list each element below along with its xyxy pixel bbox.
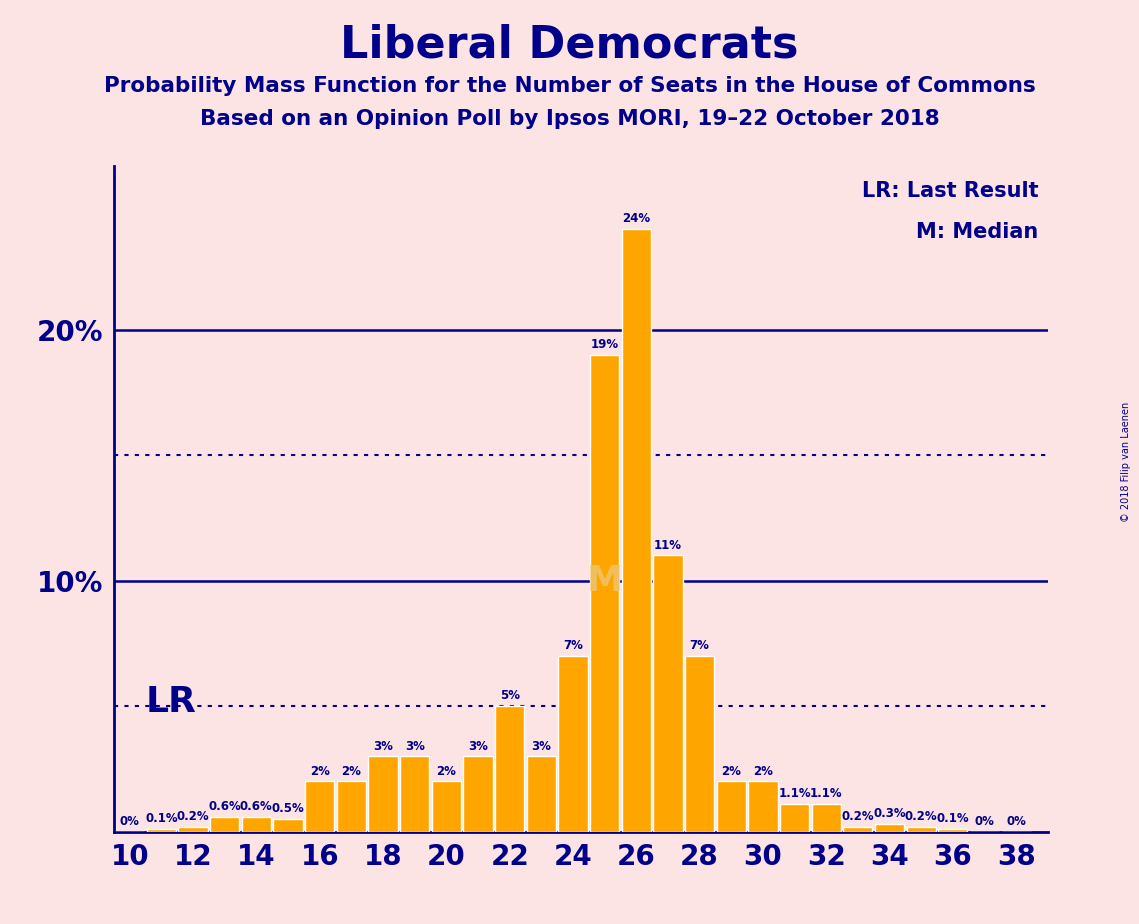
Bar [685, 656, 714, 832]
Text: 2%: 2% [342, 765, 361, 778]
Bar [812, 804, 841, 832]
Text: 2%: 2% [436, 765, 457, 778]
Bar [147, 829, 175, 832]
Text: 0.3%: 0.3% [874, 808, 906, 821]
Bar [843, 827, 872, 832]
Text: 2%: 2% [753, 765, 773, 778]
Text: 3%: 3% [404, 739, 425, 752]
Bar [907, 827, 936, 832]
Text: 3%: 3% [532, 739, 551, 752]
Text: 24%: 24% [622, 213, 650, 225]
Text: 7%: 7% [563, 639, 583, 652]
Bar [716, 782, 746, 832]
Text: 3%: 3% [468, 739, 487, 752]
Bar [400, 756, 429, 832]
Text: 0.6%: 0.6% [240, 800, 272, 813]
Bar [748, 782, 778, 832]
Bar [622, 229, 650, 832]
Text: 0.1%: 0.1% [145, 812, 178, 825]
Text: 0.2%: 0.2% [177, 809, 210, 822]
Bar [368, 756, 398, 832]
Text: 0.6%: 0.6% [208, 800, 241, 813]
Text: 7%: 7% [690, 639, 710, 652]
Text: 11%: 11% [654, 539, 682, 552]
Bar [590, 355, 620, 832]
Bar [495, 706, 524, 832]
Text: 0%: 0% [975, 815, 994, 828]
Text: 5%: 5% [500, 689, 519, 702]
Text: LR: LR [146, 685, 196, 719]
Text: 2%: 2% [721, 765, 741, 778]
Text: M: Median: M: Median [916, 222, 1039, 241]
Text: 2%: 2% [310, 765, 329, 778]
Text: 0%: 0% [120, 815, 140, 828]
Text: 3%: 3% [374, 739, 393, 752]
Bar [337, 782, 366, 832]
Text: LR: Last Result: LR: Last Result [862, 181, 1039, 201]
Text: Based on an Opinion Poll by Ipsos MORI, 19–22 October 2018: Based on an Opinion Poll by Ipsos MORI, … [199, 109, 940, 129]
Bar [939, 829, 967, 832]
Bar [273, 819, 303, 832]
Bar [780, 804, 809, 832]
Bar [305, 782, 334, 832]
Bar [526, 756, 556, 832]
Text: 1.1%: 1.1% [778, 787, 811, 800]
Text: 19%: 19% [591, 338, 618, 351]
Bar [211, 817, 239, 832]
Bar [179, 827, 207, 832]
Bar [432, 782, 461, 832]
Text: 0.2%: 0.2% [842, 809, 875, 822]
Bar [558, 656, 588, 832]
Text: 0.5%: 0.5% [272, 802, 304, 815]
Text: 0%: 0% [1006, 815, 1026, 828]
Bar [654, 555, 682, 832]
Text: 0.2%: 0.2% [904, 809, 937, 822]
Bar [875, 824, 904, 832]
Bar [464, 756, 492, 832]
Bar [241, 817, 271, 832]
Text: 0.1%: 0.1% [936, 812, 969, 825]
Text: Probability Mass Function for the Number of Seats in the House of Commons: Probability Mass Function for the Number… [104, 76, 1035, 96]
Text: 1.1%: 1.1% [810, 787, 843, 800]
Text: © 2018 Filip van Laenen: © 2018 Filip van Laenen [1121, 402, 1131, 522]
Text: M: M [587, 564, 623, 598]
Text: Liberal Democrats: Liberal Democrats [341, 23, 798, 67]
